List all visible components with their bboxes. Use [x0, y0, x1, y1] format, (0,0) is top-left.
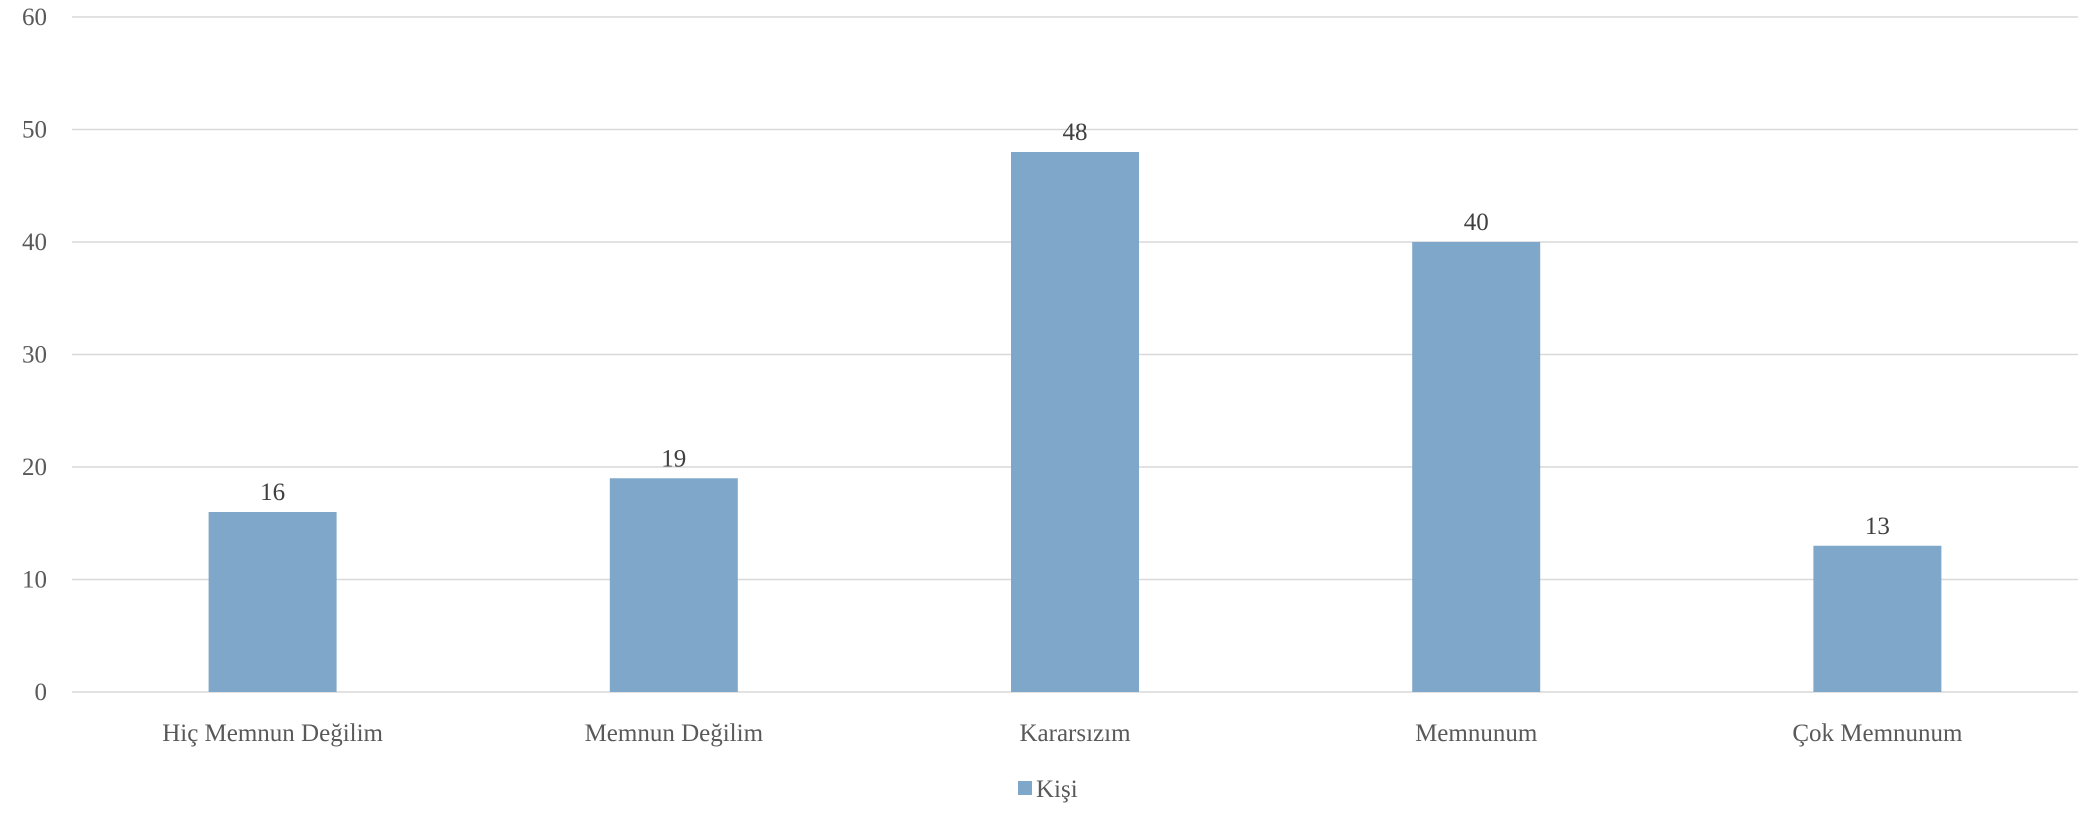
legend-swatch: [1018, 781, 1032, 795]
bar: [1412, 242, 1541, 692]
y-tick-label: 30: [22, 342, 47, 369]
y-tick-label: 40: [22, 229, 47, 256]
legend-label: Kişi: [1036, 776, 1078, 803]
data-label: 13: [1865, 513, 1890, 540]
y-tick-label: 50: [22, 117, 47, 144]
bar: [609, 478, 738, 692]
y-tick-label: 10: [22, 567, 47, 594]
x-tick-label: Memnun Değilim: [585, 720, 764, 747]
y-tick-label: 20: [22, 454, 47, 481]
y-tick-label: 60: [22, 4, 47, 31]
y-tick-label: 0: [35, 679, 48, 706]
legend: Kişi: [1018, 776, 1078, 803]
x-tick-label: Hiç Memnun Değilim: [162, 720, 383, 747]
bar: [1011, 152, 1139, 692]
bar: [208, 512, 337, 692]
y-axis-ticks: 0 10 20 30 40 50 60: [22, 4, 47, 706]
x-tick-label: Memnunum: [1415, 720, 1538, 747]
data-label: 40: [1464, 209, 1489, 236]
bars: [208, 152, 1942, 692]
data-label: 48: [1063, 119, 1088, 146]
x-tick-label: Kararsızım: [1019, 720, 1131, 747]
x-axis-labels: Hiç Memnun Değilim Memnun Değilim Kararsız…: [162, 720, 1963, 747]
data-label: 19: [661, 445, 686, 472]
data-labels: 16 19 48 40 13: [260, 119, 1890, 540]
x-tick-label: Çok Memnunum: [1792, 720, 1963, 747]
bar: [1813, 545, 1942, 692]
data-label: 16: [260, 479, 285, 506]
